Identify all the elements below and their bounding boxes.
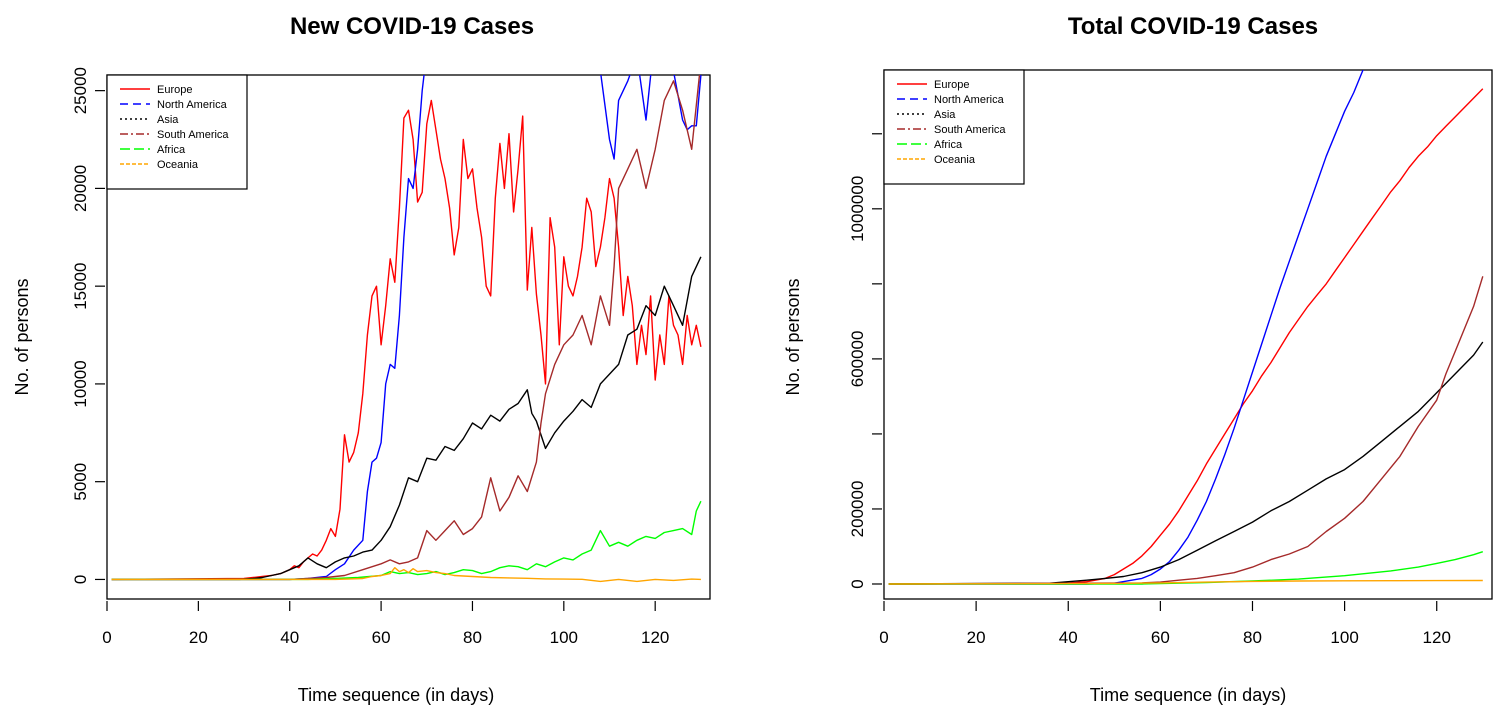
- plot-frame: [883, 69, 1493, 600]
- series-line-asia: [888, 341, 1484, 585]
- x-tick-label: 100: [1330, 628, 1358, 647]
- legend-item: North America: [120, 99, 228, 111]
- y-axis: 0 5000 10000 15000 20000 25000: [71, 67, 105, 584]
- series-line-north-america: [888, 70, 1364, 585]
- x-tick-label: 120: [1423, 628, 1451, 647]
- series-line-europe: [111, 99, 702, 581]
- total-cases-chart: Total COVID-19 Cases Time sequence (in d…: [783, 13, 1493, 705]
- legend-item: Asia: [897, 109, 956, 121]
- legend: Europe North America Asia South America Afri…: [106, 74, 248, 190]
- legend-item: North America: [897, 94, 1005, 106]
- y-tick-label: 1000000: [848, 176, 867, 242]
- legend-label: North America: [157, 99, 228, 111]
- x-tick-label: 40: [280, 628, 299, 647]
- x-tick-label: 0: [879, 628, 888, 647]
- series-layer: [111, 75, 702, 583]
- legend-label: South America: [934, 124, 1006, 136]
- legend-item: Asia: [120, 114, 179, 126]
- series-line-south-america: [888, 276, 1484, 585]
- x-tick-label: 40: [1059, 628, 1078, 647]
- chart-title: Total COVID-19 Cases: [1068, 13, 1318, 40]
- y-tick-label: 600000: [848, 331, 867, 388]
- legend-item: Africa: [897, 139, 963, 151]
- x-axis-label: Time sequence (in days): [298, 685, 494, 705]
- legend-label: Oceania: [157, 159, 199, 171]
- legend-label: South America: [157, 129, 229, 141]
- legend-label: Europe: [157, 84, 192, 96]
- x-tick-label: 20: [967, 628, 986, 647]
- series-line-south-america: [111, 75, 701, 581]
- legend-box: [883, 69, 1025, 185]
- legend-label: North America: [934, 94, 1005, 106]
- x-tick-label: 60: [1151, 628, 1170, 647]
- x-axis-label: Time sequence (in days): [1090, 685, 1286, 705]
- new-cases-chart: New COVID-19 Cases Time sequence (in day…: [12, 13, 711, 705]
- legend-label: Asia: [934, 109, 956, 121]
- legend-item: South America: [120, 129, 229, 141]
- legend-label: Europe: [934, 79, 969, 91]
- x-tick-label: 60: [372, 628, 391, 647]
- legend-item: Africa: [120, 144, 186, 156]
- series-line-oceania: [888, 579, 1483, 585]
- legend-label: Oceania: [934, 154, 976, 166]
- y-tick-label: 200000: [848, 481, 867, 538]
- legend-item: Oceania: [897, 154, 976, 166]
- y-tick-label: 25000: [71, 67, 90, 114]
- y-tick-label: 0: [71, 575, 90, 584]
- legend-item: Oceania: [120, 159, 199, 171]
- y-tick-label: 15000: [71, 263, 90, 310]
- x-axis: 0 20 40 60 80 100 120: [879, 601, 1451, 647]
- legend-item: Europe: [897, 79, 969, 91]
- x-tick-label: 120: [641, 628, 669, 647]
- y-axis-label: No. of persons: [12, 278, 32, 395]
- y-tick-label: 0: [848, 579, 867, 588]
- series-line-oceania: [111, 567, 701, 583]
- y-axis: 0 200000 600000 1000000: [848, 133, 882, 589]
- chart-title: New COVID-19 Cases: [290, 13, 534, 40]
- legend-label: Asia: [157, 114, 179, 126]
- legend-label: Africa: [157, 144, 186, 156]
- series-line-europe: [888, 88, 1484, 585]
- y-tick-label: 20000: [71, 165, 90, 212]
- x-tick-label: 0: [102, 628, 111, 647]
- series-line-africa: [111, 500, 702, 581]
- y-tick-label: 5000: [71, 463, 90, 501]
- x-tick-label: 80: [1243, 628, 1262, 647]
- series-line-asia: [111, 256, 702, 581]
- plot-frame: [106, 74, 711, 600]
- series-layer: [888, 70, 1484, 585]
- legend: Europe North America Asia South America Afri…: [883, 69, 1025, 185]
- y-tick-label: 10000: [71, 360, 90, 407]
- x-tick-label: 20: [189, 628, 208, 647]
- series-line-north-america: [111, 75, 702, 581]
- legend-label: Africa: [934, 139, 963, 151]
- legend-item: Europe: [120, 84, 192, 96]
- y-axis-label: No. of persons: [783, 278, 803, 395]
- x-tick-label: 100: [550, 628, 578, 647]
- legend-box: [106, 74, 248, 190]
- x-tick-label: 80: [463, 628, 482, 647]
- x-axis: 0 20 40 60 80 100 120: [102, 601, 669, 647]
- legend-item: South America: [897, 124, 1006, 136]
